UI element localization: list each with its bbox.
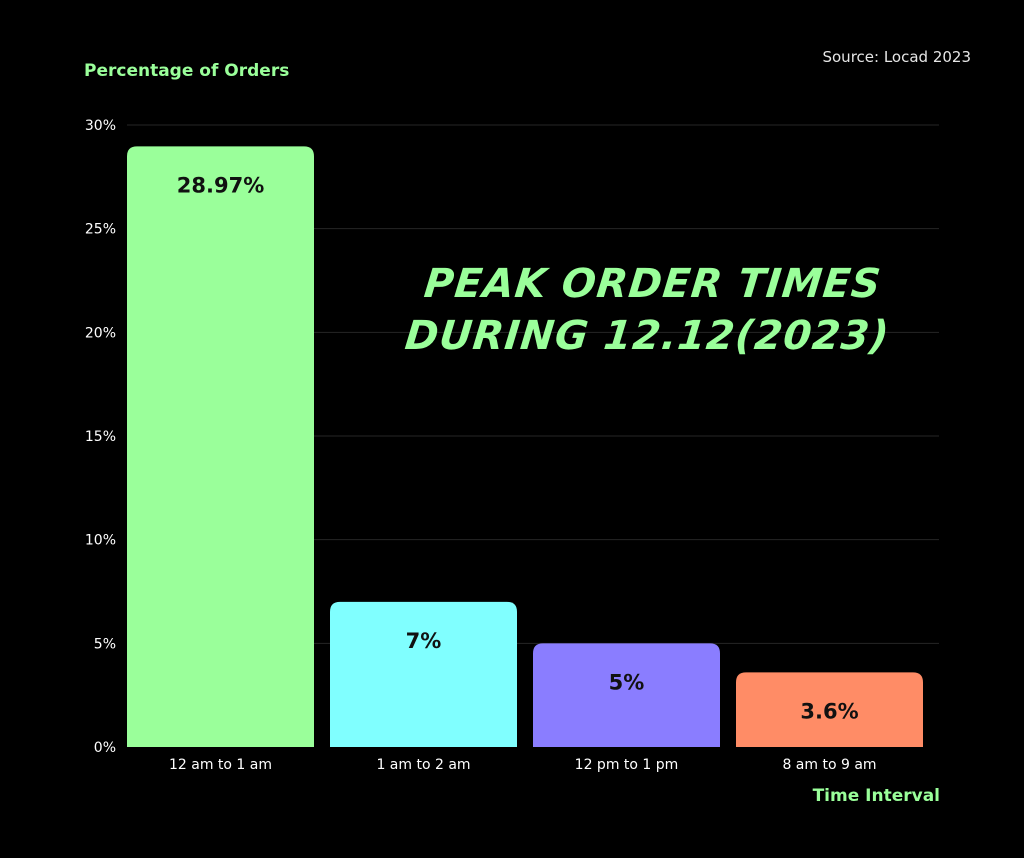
x-tick-label: 12 pm to 1 pm xyxy=(575,757,679,773)
bar xyxy=(736,672,923,747)
data-label: 7% xyxy=(406,629,442,653)
bar xyxy=(127,146,314,747)
x-tick-label: 12 am to 1 am xyxy=(169,757,272,773)
source-note: Source: Locad 2023 xyxy=(822,48,971,66)
data-label: 28.97% xyxy=(177,173,264,197)
y-tick-label: 5% xyxy=(94,636,116,652)
y-tick-label: 15% xyxy=(85,429,116,445)
data-label: 3.6% xyxy=(800,699,858,723)
chart-title-line-2: DURING 12.12(2023) xyxy=(402,313,892,359)
y-tick-label: 20% xyxy=(85,325,116,341)
chart-title: PEAK ORDER TIMES DURING 12.12(2023) xyxy=(395,258,906,362)
y-axis-label: Percentage of Orders xyxy=(84,61,290,81)
x-axis-label: Time Interval xyxy=(812,786,940,806)
chart-title-line-1: PEAK ORDER TIMES xyxy=(421,261,884,307)
x-tick-label: 8 am to 9 am xyxy=(782,757,876,773)
x-tick-label: 1 am to 2 am xyxy=(376,757,470,773)
y-tick-label: 10% xyxy=(85,533,116,549)
y-tick-label: 0% xyxy=(94,740,116,756)
data-label: 5% xyxy=(609,670,645,694)
bar xyxy=(533,643,720,747)
bar xyxy=(330,601,517,747)
y-tick-label: 30% xyxy=(85,118,116,134)
y-tick-label: 25% xyxy=(85,222,116,238)
